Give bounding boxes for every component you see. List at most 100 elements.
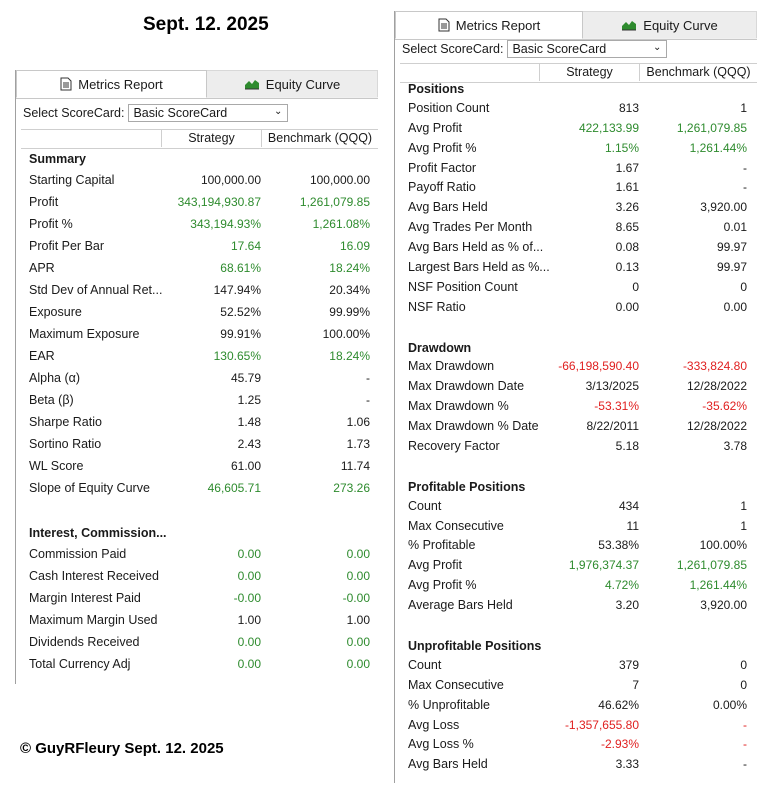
metric-row[interactable]: % Profitable 53.38% 100.00% [400, 536, 757, 556]
metric-row[interactable]: Cash Interest Received 0.00 0.00 [21, 565, 378, 587]
metric-row[interactable]: Exposure 52.52% 99.99% [21, 301, 378, 323]
metric-row[interactable]: Starting Capital 100,000.00 100,000.00 [21, 169, 378, 191]
section-header-row[interactable]: Positions [400, 79, 757, 99]
metric-row[interactable]: Avg Profit % 1.15% 1,261.44% [400, 139, 757, 159]
metric-row[interactable]: Avg Profit 422,133.99 1,261,079.85 [400, 119, 757, 139]
metric-row[interactable]: Avg Bars Held 3.26 3,920.00 [400, 198, 757, 218]
metric-row[interactable]: Largest Bars Held as %... 0.13 99.97 [400, 258, 757, 278]
metric-row[interactable]: Count 434 1 [400, 497, 757, 517]
tab-metrics-report[interactable]: Metrics Report [16, 70, 207, 98]
metric-row[interactable]: Profit % 343,194.93% 1,261.08% [21, 213, 378, 235]
section-header-row[interactable]: Unprofitable Positions [400, 636, 757, 656]
metric-row[interactable]: NSF Ratio 0.00 0.00 [400, 298, 757, 318]
benchmark-value: 12/28/2022 [686, 419, 747, 434]
metric-row[interactable]: Total Currency Adj 0.00 0.00 [21, 653, 378, 675]
metric-row[interactable]: Std Dev of Annual Ret... 147.94% 20.34% [21, 279, 378, 301]
metric-row[interactable]: Avg Bars Held 3.33 - [400, 755, 757, 775]
benchmark-value: 1 [740, 518, 747, 533]
metric-row[interactable]: Avg Profit 1,976,374.37 1,261,079.85 [400, 556, 757, 576]
column-header-benchmark[interactable]: Benchmark (QQQ) [639, 64, 757, 81]
section-header-row[interactable]: Interest, Commission... [21, 521, 378, 543]
benchmark-value: 0.00 [723, 299, 747, 314]
column-header-strategy[interactable]: Strategy [539, 64, 639, 81]
metric-row[interactable]: Max Consecutive 7 0 [400, 676, 757, 696]
metric-row[interactable]: Avg Loss % -2.93% - [400, 735, 757, 755]
scorecard-dropdown[interactable]: Basic ScoreCard ⌄ [128, 104, 289, 122]
column-header-strategy[interactable]: Strategy [161, 130, 261, 147]
metric-row[interactable]: WL Score 61.00 11.74 [21, 455, 378, 477]
metric-row[interactable]: Slope of Equity Curve 46,605.71 273.26 [21, 477, 378, 499]
metric-row[interactable]: Recovery Factor 5.18 3.78 [400, 437, 757, 457]
metric-row[interactable]: Avg Loss -1,357,655.80 - [400, 716, 757, 736]
strategy-value: 52.52% [220, 305, 261, 319]
strategy-value: 68.61% [220, 261, 261, 275]
metric-label: Maximum Exposure [29, 327, 140, 341]
strategy-value: 343,194,930.87 [177, 195, 261, 209]
metric-label: Std Dev of Annual Ret... [29, 283, 163, 297]
strategy-value: 3.33 [615, 757, 639, 772]
tab-bar: Metrics Report Equity Curve [16, 70, 378, 99]
tab-equity-curve[interactable]: Equity Curve [583, 11, 757, 38]
metric-row[interactable]: Avg Bars Held as % of... 0.08 99.97 [400, 238, 757, 258]
metric-row[interactable]: Maximum Exposure 99.91% 100.00% [21, 323, 378, 345]
metric-row[interactable]: Max Consecutive 11 1 [400, 517, 757, 537]
metric-row[interactable]: Max Drawdown -66,198,590.40 -333,824.80 [400, 357, 757, 377]
metric-row[interactable]: % Unprofitable 46.62% 0.00% [400, 696, 757, 716]
metric-row[interactable]: NSF Position Count 0 0 [400, 278, 757, 298]
metric-label: Max Drawdown Date [408, 379, 525, 394]
metric-row[interactable]: Sortino Ratio 2.43 1.73 [21, 433, 378, 455]
tab-equity-curve[interactable]: Equity Curve [207, 70, 378, 97]
metric-row[interactable]: Max Drawdown Date 3/13/2025 12/28/2022 [400, 377, 757, 397]
strategy-value: -66,198,590.40 [558, 359, 639, 374]
metric-label: Slope of Equity Curve [29, 481, 150, 495]
metric-row[interactable]: Commission Paid 0.00 0.00 [21, 543, 378, 565]
metric-row[interactable]: APR 68.61% 18.24% [21, 257, 378, 279]
column-header-benchmark[interactable]: Benchmark (QQQ) [261, 130, 378, 147]
benchmark-value: 100,000.00 [309, 173, 370, 187]
benchmark-value: 16.09 [339, 239, 370, 253]
metric-row[interactable]: Profit Factor 1.67 - [400, 159, 757, 179]
metric-row[interactable]: Payoff Ratio 1.61 - [400, 178, 757, 198]
scorecard-selector: Select ScoreCard: Basic ScoreCard ⌄ [402, 39, 668, 59]
strategy-value: 1.61 [615, 180, 639, 195]
metric-row[interactable]: EAR 130.65% 18.24% [21, 345, 378, 367]
metric-row[interactable]: Max Drawdown % -53.31% -35.62% [400, 397, 757, 417]
metric-label: % Profitable [408, 538, 476, 553]
strategy-value: 1.15% [604, 140, 639, 155]
benchmark-value: 0.00 [346, 657, 370, 671]
document-icon [438, 18, 450, 32]
strategy-value: 7 [632, 677, 639, 692]
metric-row[interactable]: Profit Per Bar 17.64 16.09 [21, 235, 378, 257]
metric-row[interactable]: Profit 343,194,930.87 1,261,079.85 [21, 191, 378, 213]
metric-row[interactable]: Beta (β) 1.25 - [21, 389, 378, 411]
metric-label: Avg Bars Held as % of... [408, 240, 544, 255]
column-header-row: Strategy Benchmark (QQQ) [400, 63, 757, 83]
metric-row[interactable]: Margin Interest Paid -0.00 -0.00 [21, 587, 378, 609]
metric-label: % Unprofitable [408, 697, 490, 712]
scorecard-selector: Select ScoreCard: Basic ScoreCard ⌄ [23, 103, 289, 123]
metric-row[interactable]: Position Count 813 1 [400, 99, 757, 119]
metrics-panel-right: Metrics Report Equity Curve Select Score… [394, 11, 757, 783]
section-title: Drawdown [408, 340, 472, 355]
metric-row[interactable]: Avg Profit % 4.72% 1,261.44% [400, 576, 757, 596]
strategy-value: 8/22/2011 [586, 419, 640, 434]
metric-label: Profit [29, 195, 59, 209]
section-header-row[interactable]: Summary [21, 147, 378, 169]
metric-label: APR [29, 261, 55, 275]
metric-label: Average Bars Held [408, 598, 513, 613]
metric-row[interactable]: Dividends Received 0.00 0.00 [21, 631, 378, 653]
metric-row[interactable]: Alpha (α) 45.79 - [21, 367, 378, 389]
strategy-value: 99.91% [220, 327, 261, 341]
tab-metrics-report[interactable]: Metrics Report [395, 11, 583, 39]
metric-row[interactable]: Max Drawdown % Date 8/22/2011 12/28/2022 [400, 417, 757, 437]
section-header-row[interactable]: Profitable Positions [400, 477, 757, 497]
benchmark-value: -35.62% [702, 399, 747, 414]
metric-row[interactable]: Maximum Margin Used 1.00 1.00 [21, 609, 378, 631]
scorecard-dropdown[interactable]: Basic ScoreCard ⌄ [507, 40, 668, 58]
metric-row[interactable]: Sharpe Ratio 1.48 1.06 [21, 411, 378, 433]
benchmark-value: 0 [740, 677, 747, 692]
section-header-row[interactable]: Drawdown [400, 338, 757, 358]
metric-row[interactable]: Count 379 0 [400, 656, 757, 676]
metric-row[interactable]: Avg Trades Per Month 8.65 0.01 [400, 218, 757, 238]
metric-row[interactable]: Average Bars Held 3.20 3,920.00 [400, 596, 757, 616]
